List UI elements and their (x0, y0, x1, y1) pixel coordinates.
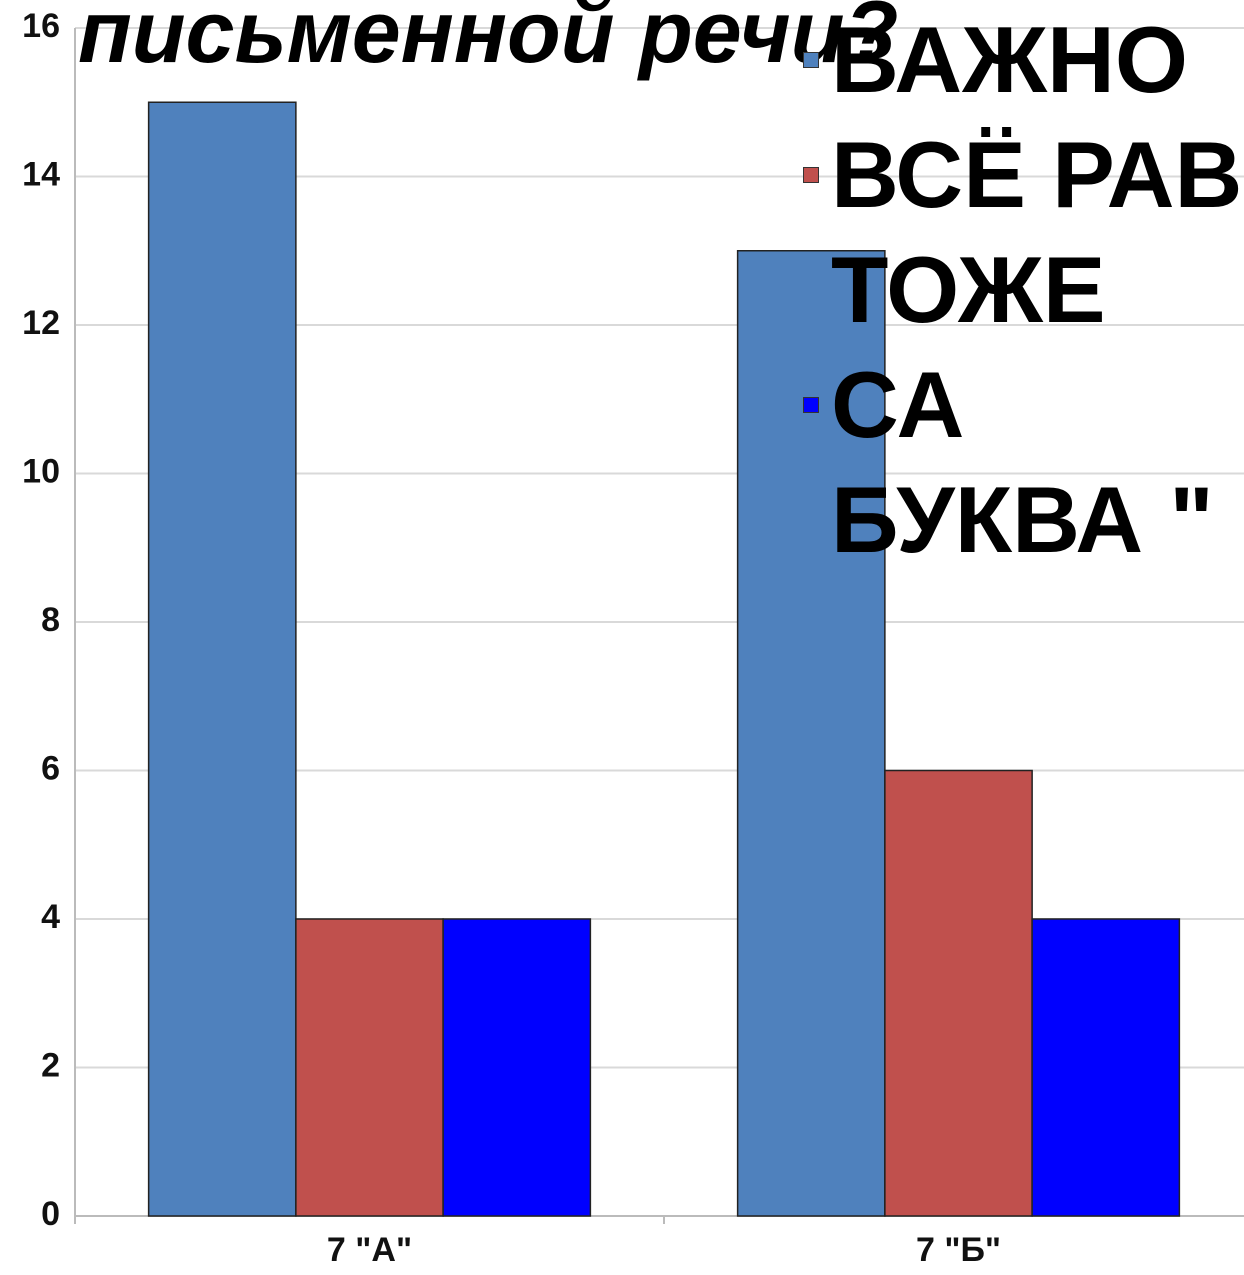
legend-swatch (803, 51, 819, 68)
legend-entry: ВСЁ РАВ (803, 117, 1244, 232)
y-tick-label: 6 (41, 749, 60, 787)
legend-swatch (803, 396, 819, 413)
y-tick-label: 2 (41, 1046, 60, 1084)
legend-swatch (803, 166, 819, 183)
legend-label: ВСЁ РАВ (831, 122, 1243, 227)
bar (442, 918, 592, 1217)
legend-label: ТОЖЕ СА БУКВА " (831, 237, 1214, 572)
y-tick-label: 4 (41, 898, 60, 936)
bar (1031, 918, 1181, 1217)
y-tick-label: 14 (22, 155, 60, 193)
x-tick-label: 7 "А" (327, 1231, 412, 1269)
chart-title: письменной речи? (78, 0, 898, 81)
legend-entry: ВАЖНО (803, 2, 1244, 117)
bar (295, 918, 444, 1217)
legend-label: ВАЖНО (831, 7, 1189, 112)
bar (147, 101, 297, 1217)
legend: ВАЖНО ВСЁ РАВ ТОЖЕ СА БУКВА " (803, 2, 1244, 577)
y-tick-label: 8 (41, 601, 60, 639)
x-tick-label: 7 "Б" (916, 1231, 1001, 1269)
y-tick-label: 16 (22, 7, 60, 45)
y-tick-label: 12 (22, 304, 60, 342)
legend-entry: ТОЖЕ СА БУКВА " (803, 232, 1244, 577)
bar (884, 769, 1033, 1217)
y-tick-label: 0 (41, 1195, 60, 1233)
y-tick-label: 10 (22, 452, 60, 490)
